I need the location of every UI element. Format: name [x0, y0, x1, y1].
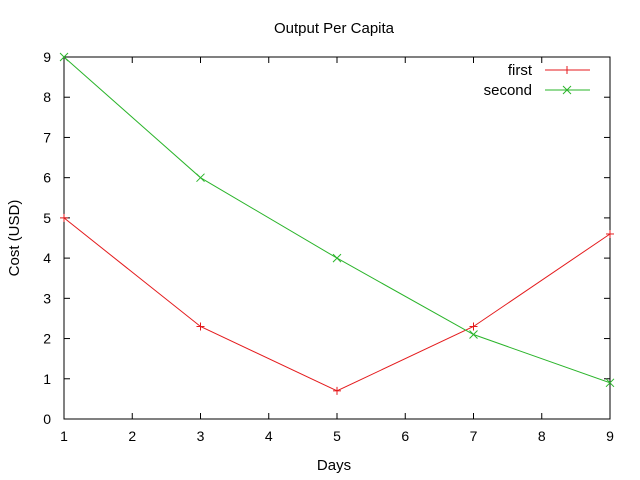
y-tick-labels: 0 1 2 3 4 5 6 7 8 9	[43, 49, 51, 427]
y-axis-label: Cost (USD)	[6, 200, 23, 277]
data-point-second	[196, 173, 205, 183]
data-point-first	[196, 322, 205, 331]
x-tick-label: 9	[606, 428, 614, 444]
y-tick-label: 8	[43, 89, 51, 105]
y-tick-label: 1	[43, 371, 51, 387]
data-point-first	[606, 229, 614, 238]
legend-marker	[562, 85, 572, 95]
x-tick-label: 3	[197, 428, 205, 444]
data-point-second	[59, 52, 69, 62]
chart-title: Output Per Capita	[274, 20, 395, 37]
y-tick-label: 4	[43, 250, 51, 266]
plot-frame	[63, 56, 611, 420]
y-tick-label: 5	[43, 210, 51, 226]
axis-ticks	[63, 56, 611, 420]
legend-label: second	[484, 82, 532, 99]
x-tick-label: 7	[470, 428, 478, 444]
x-tick-label: 1	[60, 428, 68, 444]
y-tick-label: 0	[43, 411, 51, 427]
data-point-first	[60, 213, 68, 222]
legend-marker	[563, 66, 571, 74]
legend-item-first: first	[508, 62, 590, 79]
y-tick-label: 2	[43, 331, 51, 347]
series-first	[60, 213, 614, 395]
legend-item-second: second	[484, 82, 590, 99]
data-point-second	[605, 378, 615, 388]
data-point-second	[469, 330, 478, 339]
x-tick-label: 2	[128, 428, 136, 444]
x-tick-label: 6	[401, 428, 409, 444]
data-point-first	[469, 322, 478, 331]
legend-label: first	[508, 62, 533, 79]
data-point-second	[332, 253, 342, 263]
x-axis-label: Days	[317, 457, 351, 474]
x-tick-labels: 1 2 3 4 5 6 7 8 9	[60, 428, 614, 444]
y-tick-label: 9	[43, 49, 51, 65]
y-tick-label: 7	[43, 129, 51, 145]
series-layer	[59, 52, 615, 395]
series-second	[59, 52, 615, 388]
series-line-first	[63, 217, 611, 392]
y-tick-label: 6	[43, 170, 51, 186]
legend: first second	[484, 62, 590, 99]
x-tick-label: 4	[265, 428, 273, 444]
y-tick-label: 3	[43, 290, 51, 306]
x-tick-label: 5	[333, 428, 341, 444]
x-tick-label: 8	[538, 428, 546, 444]
series-line-second	[63, 56, 611, 384]
data-point-first	[333, 386, 341, 395]
